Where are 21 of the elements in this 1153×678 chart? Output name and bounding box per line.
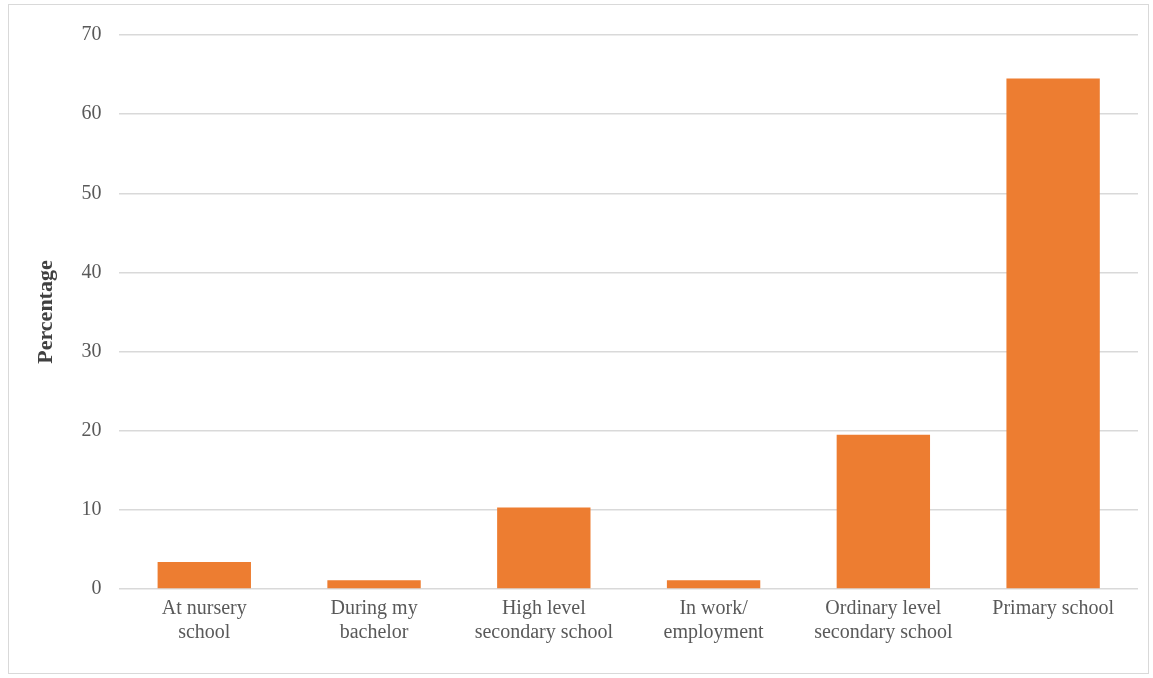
x-tick-label: In work/ employment	[663, 596, 765, 644]
y-axis-title: Percentage	[31, 260, 57, 364]
bar	[157, 562, 251, 589]
x-tick-label: Primary school	[992, 596, 1115, 620]
y-tick-label: 0	[91, 576, 102, 599]
y-tick-label: 70	[81, 22, 102, 45]
y-tick-label: 20	[81, 417, 102, 440]
x-tick-label: During my bachelor	[330, 596, 418, 643]
y-tick-label: 30	[81, 338, 102, 361]
x-tick-label: High level secondary school	[474, 596, 614, 644]
x-tick-label: Ordinary level secondary school	[814, 596, 953, 644]
bar	[497, 507, 591, 589]
y-tick-label: 60	[81, 101, 102, 124]
y-tick-label: 50	[81, 180, 102, 203]
y-tick-label: 40	[81, 259, 102, 282]
bar	[666, 580, 761, 589]
x-tick-label: At nursery school	[161, 596, 247, 643]
y-tick-label: 10	[81, 497, 102, 520]
bar	[327, 580, 421, 589]
bar	[836, 434, 931, 589]
bar	[1006, 78, 1100, 589]
